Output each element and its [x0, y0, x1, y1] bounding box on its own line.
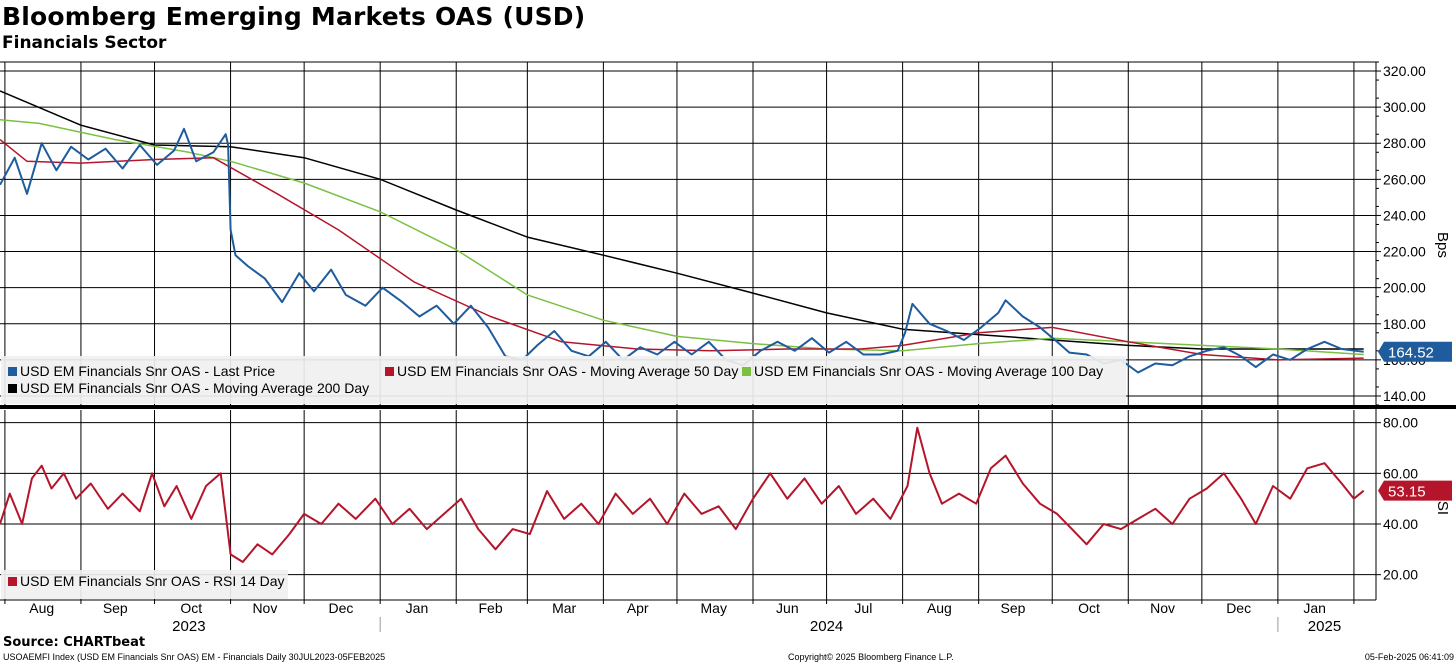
legend-rsi-label: USD EM Financials Snr OAS - RSI 14 Day	[20, 573, 285, 589]
chart-canvas: 320.00 300.00 280.00 260.00 240.00 220.00 200.…	[0, 61, 1456, 632]
x-month-label: Jul	[854, 600, 872, 616]
rsi-panel-grid	[0, 410, 1376, 600]
price-y-tick-label: 260.00	[1383, 171, 1426, 187]
price-y-tick-label: 140.00	[1383, 388, 1426, 404]
panel-separator	[0, 405, 1456, 409]
price-y-tick-label: 220.00	[1383, 244, 1426, 260]
legend-last-price-swatch	[8, 367, 17, 376]
rsi-y-tick-label: 20.00	[1383, 567, 1418, 583]
x-month-label: Nov	[252, 600, 277, 616]
rsi-legend[interactable]: USD EM Financials Snr OAS - RSI 14 Day	[1, 570, 288, 599]
x-month-label: Jan	[1303, 600, 1326, 616]
rsi-y-tick-label: 60.00	[1383, 465, 1418, 481]
legend-ma200[interactable]: USD EM Financials Snr OAS - Moving Avera…	[8, 380, 369, 396]
rsi-last-tag: 53.15	[1378, 480, 1452, 501]
rsi-last-tag-text: 53.15	[1388, 484, 1426, 501]
x-year-label: 2023	[172, 618, 205, 632]
x-month-label: May	[701, 600, 727, 616]
price-y-axis-title: Bps	[1434, 232, 1451, 258]
legend-rsi-swatch	[8, 577, 17, 586]
chart-frame	[0, 61, 1456, 632]
x-month-label: Oct	[180, 600, 202, 616]
x-year-label: 2025	[1308, 618, 1341, 632]
series-line-ma100	[0, 119, 1364, 356]
chart-legends[interactable]: USD EM Financials Snr OAS - Last Price US…	[1, 356, 1126, 599]
last-price-tag-text: 164.52	[1388, 345, 1434, 362]
price-legend[interactable]: USD EM Financials Snr OAS - Last Price US…	[1, 356, 1126, 404]
series-line-ma50	[0, 139, 1364, 361]
legend-ma50-label: USD EM Financials Snr OAS - Moving Avera…	[397, 363, 738, 379]
x-month-label: Feb	[478, 600, 502, 616]
x-month-label: Aug	[29, 600, 54, 616]
price-y-tick-label: 280.00	[1383, 135, 1426, 151]
legend-last-price[interactable]: USD EM Financials Snr OAS - Last Price	[8, 363, 275, 379]
chart-subtitle: Financials Sector	[2, 33, 167, 53]
legend-ma50-swatch	[385, 367, 394, 376]
x-year-label: 2024	[810, 618, 843, 632]
source-label: Source: CHARTbeat	[3, 635, 146, 650]
x-month-label: Jun	[776, 600, 799, 616]
x-month-label: Sep	[1001, 600, 1026, 616]
legend-last-price-label: USD EM Financials Snr OAS - Last Price	[20, 363, 275, 379]
footnote-description: USOAEMFI Index (USD EM Financials Snr OA…	[3, 652, 386, 662]
price-panel-grid	[0, 62, 1376, 405]
rsi-y-tick-label: 80.00	[1383, 415, 1418, 431]
rsi-panel-lines	[0, 426, 1365, 563]
price-y-tick-label: 320.00	[1383, 63, 1426, 79]
price-y-tick-label: 180.00	[1383, 316, 1426, 332]
x-month-label: Dec	[1226, 600, 1251, 616]
series-line-last_price	[0, 127, 1364, 374]
legend-ma200-swatch	[8, 384, 17, 393]
rsi-y-tick-label: 40.00	[1383, 516, 1418, 532]
footnote-timestamp: 05-Feb-2025 06:41:09	[1364, 652, 1454, 662]
last-price-tag: 164.52	[1378, 341, 1452, 362]
x-month-label: Oct	[1078, 600, 1100, 616]
rsi-legend-bg	[1, 570, 288, 599]
price-legend-bg	[1, 356, 1126, 404]
x-month-label: Mar	[552, 600, 576, 616]
chart-title: Bloomberg Emerging Markets OAS (USD)	[2, 2, 586, 31]
x-month-label: Nov	[1150, 600, 1175, 616]
last-price-tag-bg	[1378, 341, 1452, 362]
legend-ma100-label: USD EM Financials Snr OAS - Moving Avera…	[754, 363, 1103, 379]
price-panel-lines	[0, 90, 1364, 374]
legend-ma200-label: USD EM Financials Snr OAS - Moving Avera…	[20, 380, 369, 396]
legend-ma100-swatch	[742, 367, 751, 376]
axis-labels: 320.00 300.00 280.00 260.00 240.00 220.00 200.…	[29, 63, 1452, 632]
price-y-tick-label: 240.00	[1383, 207, 1426, 223]
x-month-label: Jan	[406, 600, 429, 616]
x-month-label: Aug	[927, 600, 952, 616]
series-line-ma200	[0, 90, 1364, 350]
price-y-tick-label: 300.00	[1383, 99, 1426, 115]
x-month-label: Sep	[103, 600, 128, 616]
price-y-tick-label: 200.00	[1383, 280, 1426, 296]
series-line-rsi	[0, 426, 1365, 563]
x-month-label: Dec	[328, 600, 353, 616]
legend-ma100[interactable]: USD EM Financials Snr OAS - Moving Avera…	[742, 363, 1103, 379]
footnote-copyright: Copyright© 2025 Bloomberg Finance L.P.	[788, 652, 954, 662]
rsi-last-tag-bg	[1378, 480, 1452, 501]
legend-ma50[interactable]: USD EM Financials Snr OAS - Moving Avera…	[385, 363, 738, 379]
x-month-label: Apr	[627, 600, 649, 616]
legend-rsi[interactable]: USD EM Financials Snr OAS - RSI 14 Day	[8, 573, 285, 589]
